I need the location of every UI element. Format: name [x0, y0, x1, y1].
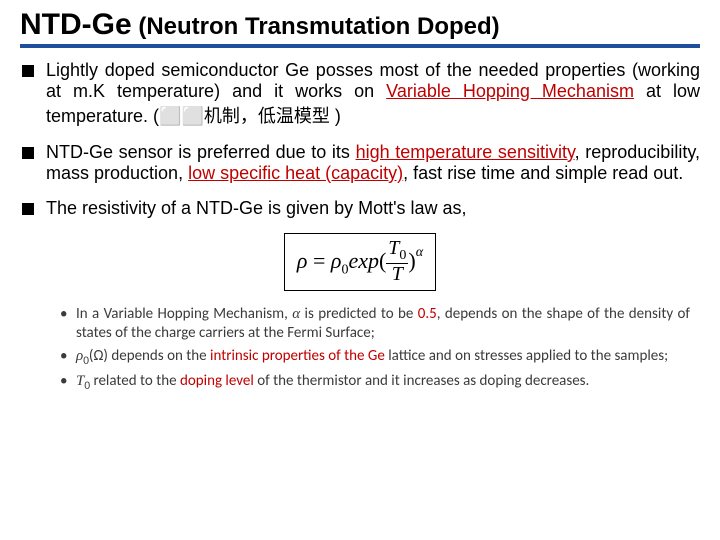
title-row: NTD-Ge (Neutron Transmutation Doped) [20, 8, 700, 42]
title-main: NTD-Ge [20, 8, 132, 41]
body-text: In a Variable Hopping Mechanism, [76, 305, 292, 323]
highlight-text: low specific heat (capacity) [188, 163, 403, 183]
bullet-2: NTD-Ge sensor is preferred due to its hi… [20, 142, 700, 184]
t0-sub: 0 [399, 248, 406, 263]
bullet-3: The resistivity of a NTD-Ge is given by … [20, 198, 700, 219]
slide: NTD-Ge (Neutron Transmutation Doped) Lig… [0, 0, 720, 540]
body-text: , fast rise time and simple read out. [403, 163, 683, 183]
rho0-var: ρ [331, 248, 342, 273]
exp-func: exp [348, 248, 379, 273]
body-text: The resistivity of a NTD-Ge is given by … [46, 198, 467, 218]
highlight-text: intrinsic properties of the Ge [210, 347, 385, 365]
body-text: lattice and on stresses applied to the s… [385, 347, 668, 365]
formula-rhs: ρ0exp(T0T)α [331, 248, 423, 273]
equals: = [307, 248, 330, 273]
fraction: T0T [386, 238, 408, 284]
math-var: α [292, 306, 300, 322]
exponent: α [416, 245, 423, 260]
highlight-text: doping level [180, 372, 254, 390]
body-text: ) [330, 106, 341, 126]
alpha-var: α [416, 245, 423, 260]
sub-bullet-1: In a Variable Hopping Mechanism, α is pr… [60, 305, 690, 343]
main-bullets: Lightly doped semiconductor Ge posses mo… [20, 60, 700, 219]
t0-var: T [388, 237, 399, 259]
body-text: of the thermistor and it increases as do… [254, 372, 590, 390]
paren-open: ( [379, 248, 386, 273]
body-text: related to the [90, 372, 180, 390]
denominator: T [386, 264, 408, 284]
mott-law-formula: ρ = ρ 0 exp(T0T)α [284, 233, 436, 291]
body-text: (Ω) depends on the [89, 347, 210, 365]
sub-bullet-2: ρ0(Ω) depends on the intrinsic propertie… [60, 347, 690, 368]
numerator: T0 [386, 238, 408, 264]
highlight-text: 0.5 [418, 305, 437, 323]
t-var: T [392, 263, 403, 285]
formula-wrap: ρ = ρ 0 exp(T0T)α [20, 233, 700, 291]
body-text: NTD-Ge sensor is preferred due to its [46, 142, 356, 162]
highlight-text: Variable Hopping Mechanism [386, 81, 634, 101]
title-sub: (Neutron Transmutation Doped) [132, 13, 500, 40]
highlight-text: high temperature sensitivity [356, 142, 575, 162]
paren-close: ) [408, 248, 415, 273]
sub-bullet-3: T0 related to the doping level of the th… [60, 372, 690, 393]
title-rule [20, 44, 700, 48]
bullet-1: Lightly doped semiconductor Ge posses mo… [20, 60, 700, 128]
formula-lhs: ρ [297, 248, 308, 273]
cjk-text: ⬜⬜机制，低温模型 [159, 106, 330, 126]
body-text: is predicted to be [300, 305, 418, 323]
rho-var: ρ [297, 248, 308, 273]
sub-bullets: In a Variable Hopping Mechanism, α is pr… [20, 305, 700, 393]
